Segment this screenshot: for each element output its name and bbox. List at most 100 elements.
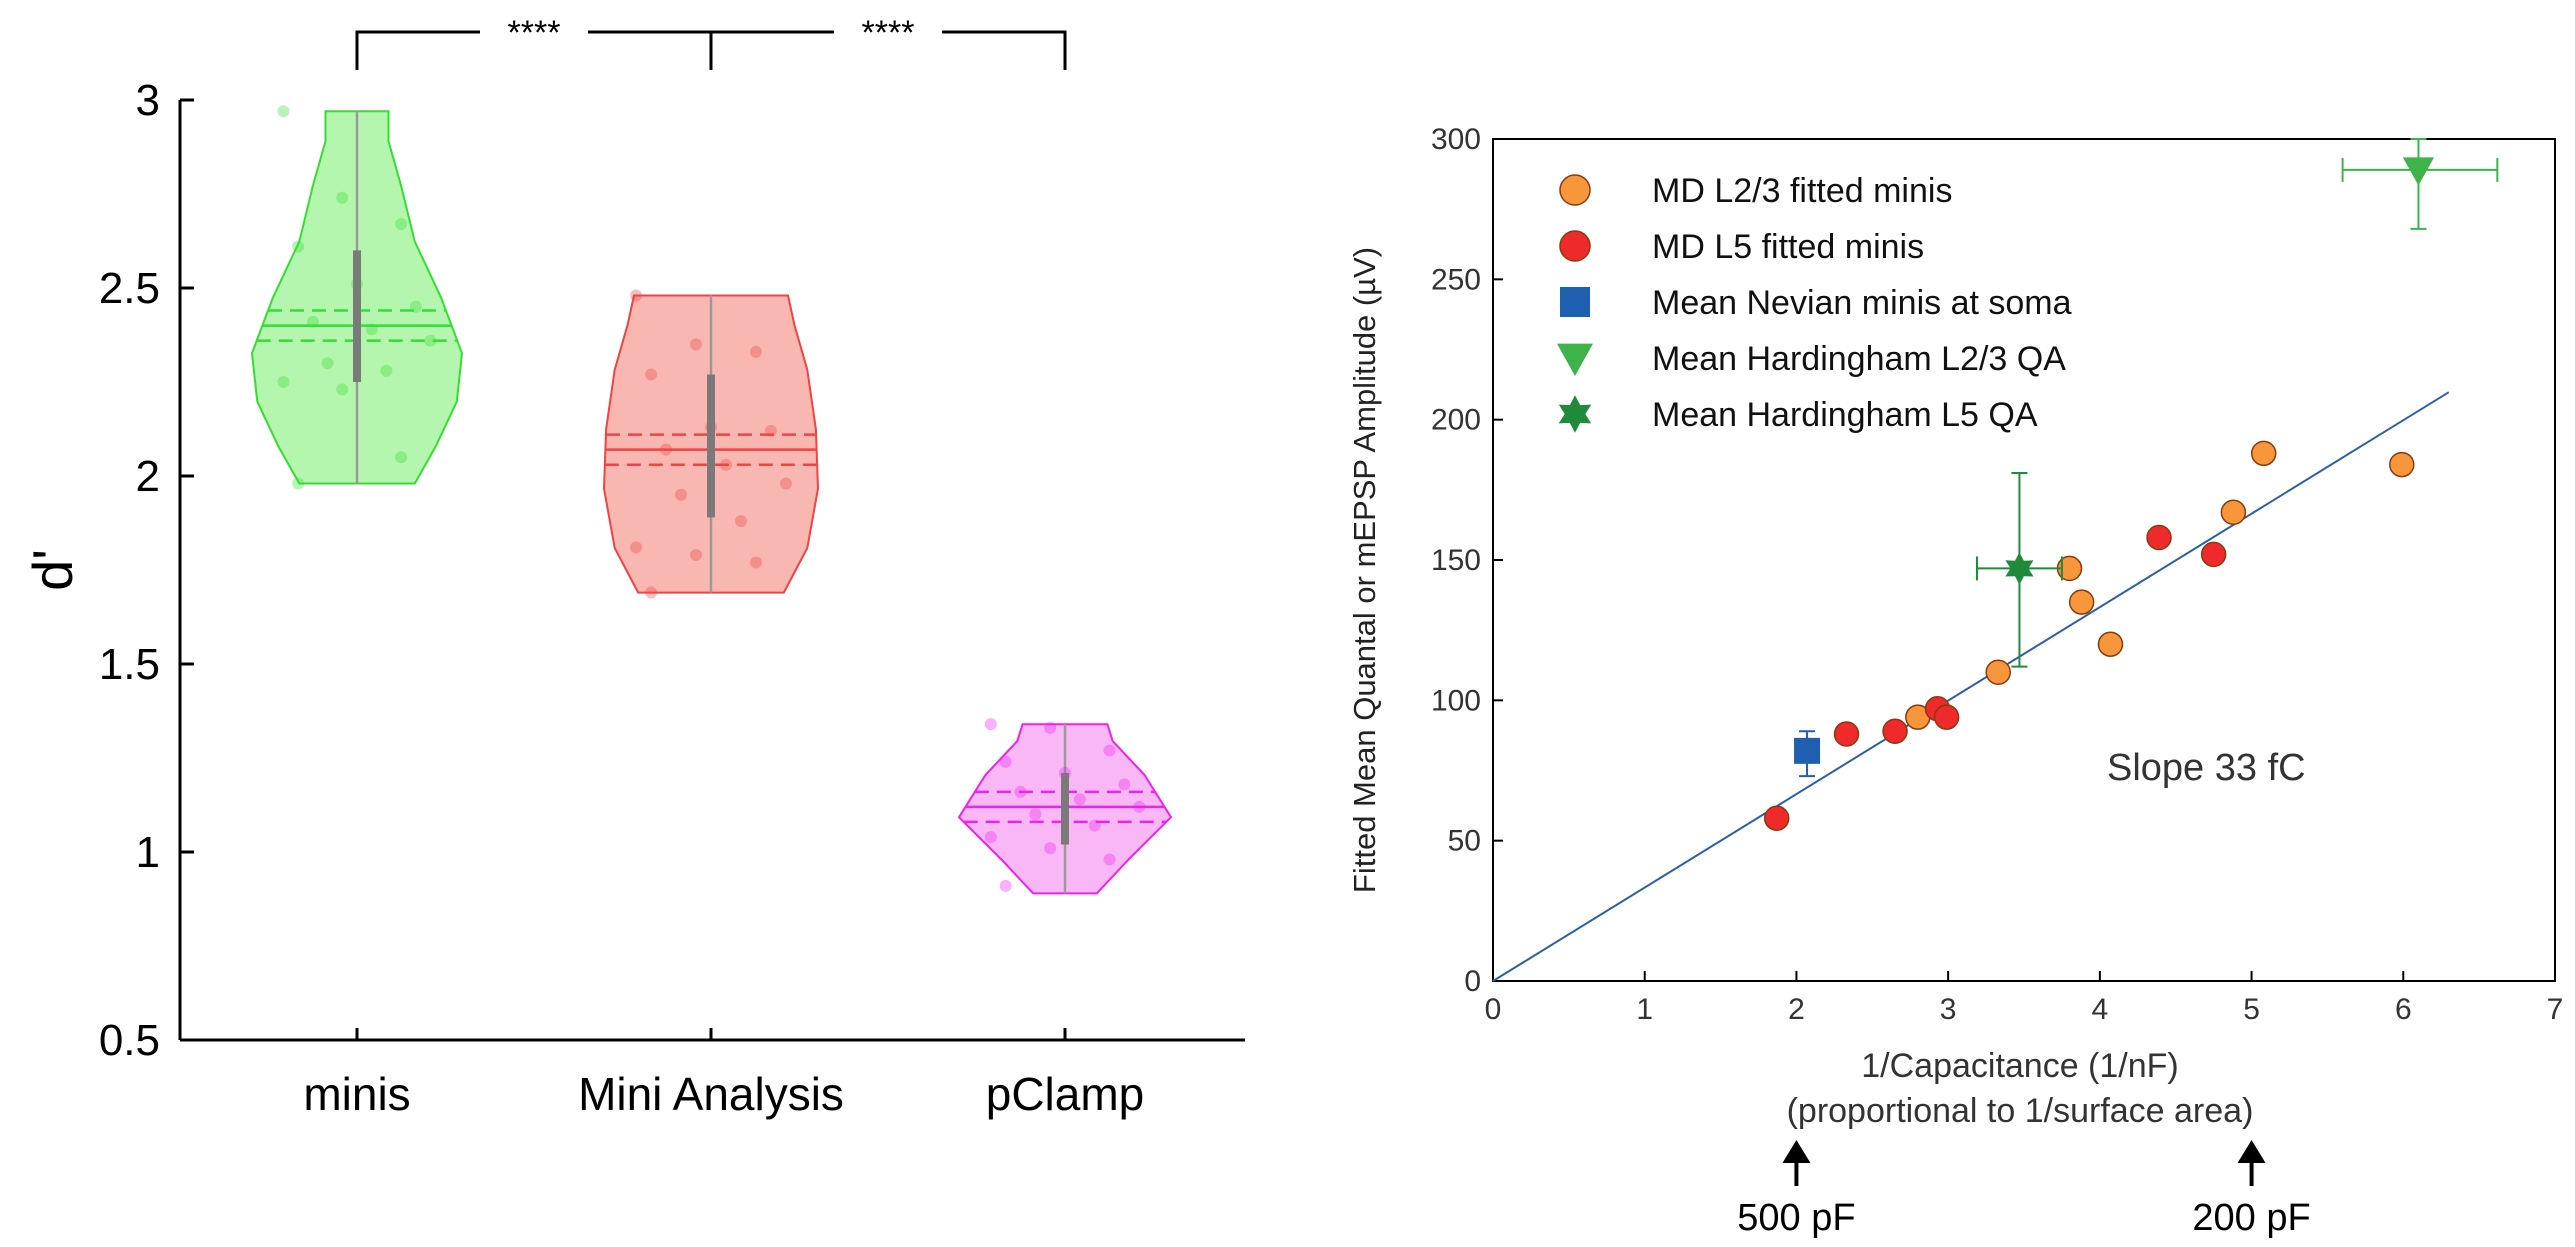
data-point [1833, 721, 1860, 747]
y-axis-label: Fitted Mean Quantal or mEPSP Amplitude (… [1347, 247, 1382, 893]
data-point [2005, 552, 2034, 585]
data-point [690, 338, 703, 351]
capacitance-arrow-label: 200 pF [2192, 1197, 2310, 1239]
data-point [1118, 778, 1131, 791]
data-point [2402, 157, 2435, 186]
data-point [749, 345, 762, 358]
legend-label: Mean Hardingham L5 QA [1652, 396, 2038, 434]
data-point [984, 718, 997, 731]
y-tick-label: 200 [1431, 404, 1481, 437]
data-point [321, 357, 334, 370]
legend-label: MD L2/3 fitted minis [1652, 172, 1952, 210]
x-tick-label: 2 [1788, 993, 1805, 1026]
data-point [380, 364, 393, 377]
capacitance-arrow-head [2237, 1140, 2266, 1163]
fit-line [1492, 391, 2450, 982]
data-point [2097, 631, 2124, 657]
data-point [645, 586, 658, 599]
data-point [1029, 808, 1042, 821]
y-tick-label: 0 [1464, 965, 1481, 998]
data-point [1103, 853, 1116, 866]
y-tick-label: 100 [1431, 684, 1481, 717]
data-point [2250, 440, 2277, 467]
data-point [749, 556, 762, 569]
legend-marker [1559, 230, 1591, 262]
x-tick-label: Mini Analysis [578, 1068, 844, 1120]
significance-bracket-right [588, 30, 713, 70]
capacitance-arrow-head [1782, 1140, 1811, 1163]
data-point [336, 383, 349, 396]
legend-marker [1560, 287, 1590, 317]
y-tick-label: 150 [1431, 544, 1481, 577]
data-point [645, 368, 658, 381]
capacitance-arrow-label: 500 pF [1737, 1197, 1855, 1239]
data-point [1985, 659, 2011, 686]
legend-label: MD L5 fitted minis [1652, 228, 1924, 266]
legend-marker [1557, 343, 1593, 376]
data-point [424, 334, 437, 347]
data-point [395, 451, 408, 464]
data-point [277, 105, 290, 118]
significance-label: **** [862, 14, 915, 52]
data-point [999, 755, 1012, 768]
y-tick-label: 2 [136, 452, 160, 501]
x-tick-label: 4 [2092, 993, 2109, 1026]
legend-label: Mean Nevian minis at soma [1652, 284, 2072, 322]
data-point [734, 515, 747, 528]
x-tick-label: 7 [2547, 993, 2564, 1026]
data-point [1044, 842, 1057, 855]
y-axis-label: d' [21, 549, 84, 591]
y-tick-label: 250 [1431, 263, 1481, 296]
significance-bracket-left [355, 30, 480, 70]
data-point [395, 218, 408, 231]
data-point [1933, 704, 1960, 730]
data-point [1763, 805, 1790, 831]
data-point [2146, 524, 2172, 551]
x-axis-label: 1/Capacitance (1/nF) [1861, 1047, 2179, 1085]
x-tick-label: 0 [1485, 993, 1502, 1026]
data-point [292, 477, 305, 490]
data-point [2389, 451, 2415, 478]
data-point [675, 488, 688, 501]
y-tick-label: 1 [136, 828, 160, 877]
data-point [630, 541, 643, 554]
data-point [779, 477, 792, 490]
y-tick-label: 3 [136, 76, 160, 125]
data-point [2220, 499, 2247, 526]
y-tick-label: 300 [1431, 123, 1481, 156]
y-tick-label: 2.5 [99, 264, 160, 313]
x-axis-label-secondary: (proportional to 1/surface area) [1787, 1092, 2254, 1130]
data-point [1794, 737, 1821, 764]
y-tick-label: 1.5 [99, 640, 160, 689]
data-point [999, 879, 1012, 892]
data-point [336, 191, 349, 204]
data-point [690, 548, 703, 561]
data-point [1044, 721, 1057, 734]
x-tick-label: pClamp [986, 1068, 1145, 1120]
data-point [2200, 541, 2227, 568]
x-tick-label: 6 [2395, 993, 2412, 1026]
x-tick-label: 3 [1940, 993, 1957, 1026]
data-point [1882, 718, 1908, 744]
x-tick-label: 1 [1636, 993, 1653, 1026]
legend-label: Mean Hardingham L2/3 QA [1652, 340, 2066, 378]
data-point [292, 240, 305, 253]
significance-bracket-right [942, 30, 1067, 70]
significance-label: **** [508, 14, 561, 52]
x-tick-label: 5 [2243, 993, 2260, 1026]
violin-plot-panel: 0.5 1 1.5 2 2.5 3 minis Mini Analysis pClamp d' **… [21, 14, 1245, 1120]
data-point [1103, 744, 1116, 757]
data-point [1073, 793, 1086, 806]
legend-marker [1558, 395, 1592, 433]
data-point [2068, 589, 2095, 615]
x-tick-label: minis [303, 1068, 410, 1120]
legend-marker [1559, 174, 1591, 206]
data-point [277, 376, 290, 388]
data-point [630, 289, 643, 302]
y-tick-label: 0.5 [99, 1016, 160, 1065]
data-point [984, 830, 997, 843]
scatter-plot-panel: 0 1 2 3 4 5 6 7 0 50 100 150 200 250 300 1/Capacitance … [1347, 123, 2563, 1239]
y-tick-label: 50 [1448, 825, 1481, 858]
